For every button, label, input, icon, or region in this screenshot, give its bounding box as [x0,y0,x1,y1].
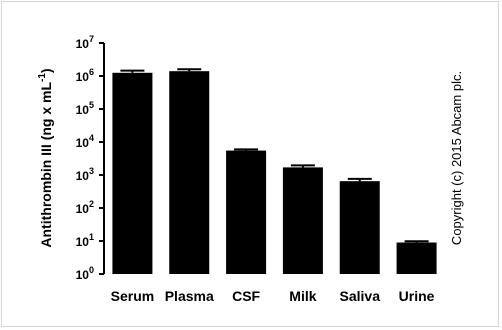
x-tick-label: Urine [399,288,435,304]
y-tick-label: 103 [76,166,94,183]
bars [112,68,437,275]
x-tick-label: Plasma [165,288,214,304]
bar-milk [282,167,323,274]
x-axis-labels: Serum Plasma CSF Milk Saliva Urine [111,288,435,304]
x-tick-label: Saliva [340,288,381,304]
bar-serum [112,72,153,274]
y-tick-label: 101 [76,232,94,249]
bar-saliva [339,181,380,274]
copyright-annotation: Copyright (c) 2015 Abcam plc. [449,71,464,245]
y-tick-label: 102 [76,199,94,216]
y-axis-label: Antithrombin III (ng x mL-1) [37,68,54,247]
x-tick-label: Milk [289,288,316,304]
y-tick-label: 107 [76,34,94,51]
y-axis: 100 101 102 103 104 105 106 107 [76,34,105,282]
x-tick-label: Serum [111,288,155,304]
x-tick-label: CSF [232,288,260,304]
bar-csf [226,150,267,274]
y-tick-label: 106 [76,67,94,84]
bar-urine [396,242,437,274]
y-tick-label: 100 [76,265,94,282]
y-tick-label: 104 [76,133,94,150]
y-tick-label: 105 [76,100,94,117]
bar-plasma [169,71,210,275]
